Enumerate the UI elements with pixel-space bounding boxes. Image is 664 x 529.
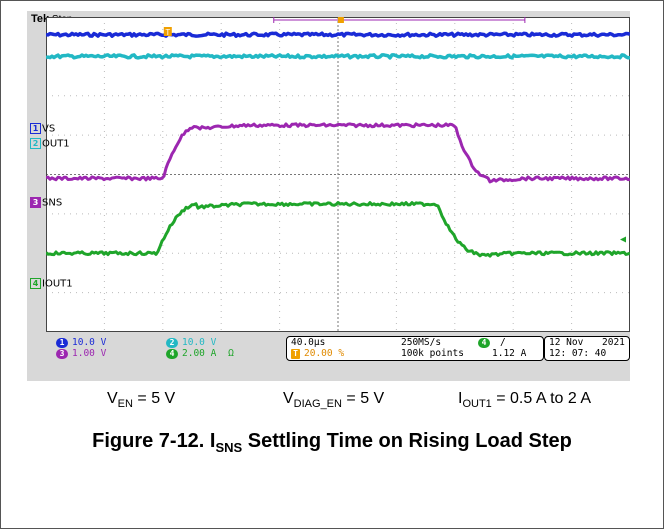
trigger-position-marker <box>163 27 172 36</box>
window-trigger-marker <box>337 17 344 23</box>
sample-rate: 250MS/s <box>401 337 442 348</box>
channel-number-box: 1 <box>30 123 41 134</box>
ch3-scale: 3 1.00 V <box>56 348 106 359</box>
date: 12 Nov <box>549 337 584 348</box>
ch1-scale: 1 10.0 V <box>56 337 106 348</box>
channel-label-sns: 3 SNS <box>30 197 62 209</box>
channel-label-iout1: 4 IOUT1 <box>30 278 73 290</box>
trigger-source: 4/ <box>478 337 506 348</box>
channel-name: OUT1 <box>42 138 70 150</box>
trigger-level-arrow <box>620 236 626 243</box>
datetime-panel <box>544 336 630 361</box>
scope-screen: T <box>46 17 630 332</box>
channel-name: VS <box>42 123 56 135</box>
timebase-panel <box>286 336 544 361</box>
channel-name: SNS <box>42 197 63 209</box>
ch4-scale: 4 2.00 A Ω <box>166 348 234 359</box>
trace-iout1 <box>46 201 630 258</box>
trace-vs <box>46 31 630 38</box>
scope-status-bar: 1 10.0 V 3 1.00 V 2 10.0 V 4 2.00 A Ω 40.0µs… <box>46 335 630 361</box>
channel-name: IOUT1 <box>42 278 73 290</box>
trace-out1 <box>46 53 630 60</box>
trigger-level: 1.12 A <box>492 348 527 359</box>
markers: T <box>163 17 626 243</box>
diag-enable-voltage: VDIAG_EN = 5 V <box>283 390 385 411</box>
output-current: IOUT1 = 0.5 A to 2 A <box>458 390 591 411</box>
trigger-position: T 20.00 % <box>291 348 344 359</box>
channel-number-box: 4 <box>30 278 41 289</box>
ch2-scale: 2 10.0 V <box>166 337 216 348</box>
bandwidth-symbol: Ω <box>228 348 234 359</box>
figure-title: Figure 7-12. ISNS Settling Time on Risin… <box>92 430 572 455</box>
traces <box>46 31 630 258</box>
channel-number-box: 2 <box>30 138 41 149</box>
channel-label-out1: 2 OUT1 <box>30 138 70 150</box>
record-length: 100k points <box>401 348 464 359</box>
timebase: 40.0µs <box>291 337 326 348</box>
trace-sns <box>46 122 630 184</box>
time: 12: 07: 40 <box>549 348 607 359</box>
enable-voltage: VEN = 5 V <box>107 390 176 411</box>
channel-label-vs: 1 VS <box>30 123 55 135</box>
brand-label: Tek <box>31 13 50 25</box>
channel-number-box: 3 <box>30 197 41 208</box>
trigger-position-letter: T <box>165 28 170 37</box>
year: 2021 <box>602 337 625 348</box>
